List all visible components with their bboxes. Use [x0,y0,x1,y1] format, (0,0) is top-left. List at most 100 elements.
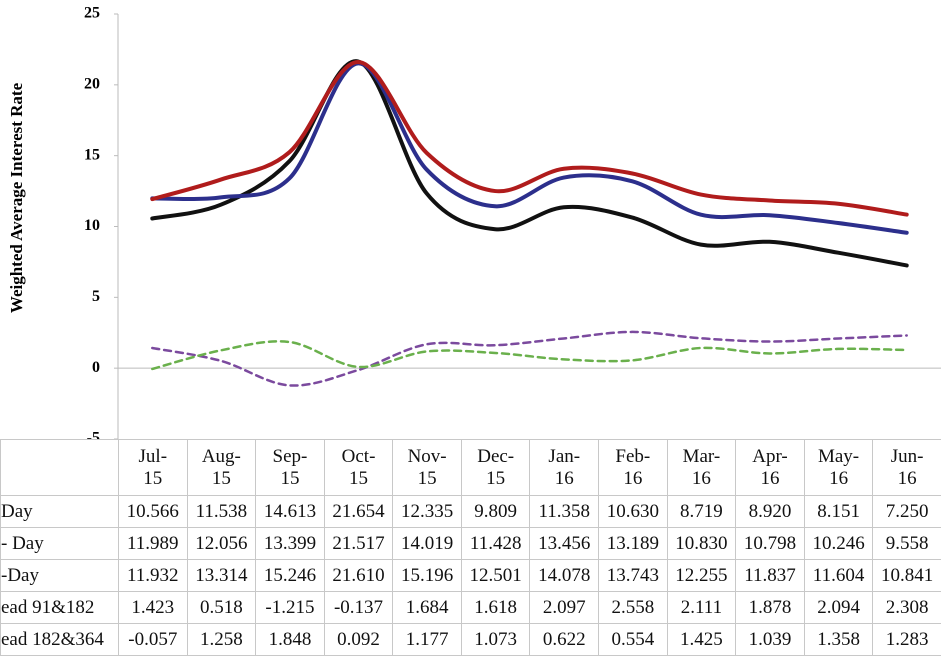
x-tick-label: Jul-15 [138,445,168,489]
value-cell: 0.092 [323,623,394,656]
x-tick-label: Aug-15 [201,445,241,489]
category-cell: Apr-16 [735,439,805,496]
x-tick-label: Sep-15 [272,445,308,489]
data-table: Jul-15 Aug-15 Sep-15 Oct-15 Nov-15 Dec-15 Jan-… [0,439,941,656]
x-tick-label: May-16 [817,445,860,489]
series-row: Day 10.566 11.538 14.613 21.654 12.335 9.809 11… [0,495,941,528]
x-tick-label: Mar-16 [682,445,721,489]
value-cell: 11.538 [186,495,257,528]
value-cell: 15.196 [392,559,462,592]
value-cell: 11.358 [529,495,600,528]
value-cell: -1.215 [255,591,325,624]
value-cell: 1.878 [735,591,805,624]
value-cell: 10.630 [598,495,668,528]
value-cell: 11.837 [735,559,805,592]
header-row: Jul-15 Aug-15 Sep-15 Oct-15 Nov-15 Dec-15 Jan-… [0,439,941,496]
series-line [151,340,908,371]
series-row: ead 182&364 -0.057 1.258 1.848 0.092 1.177 1.0… [0,623,941,656]
category-cell: Sep-15 [255,439,325,496]
value-cell: 1.423 [118,591,188,624]
y-tick-label: -5 [87,430,100,439]
series-line [150,59,909,268]
series-line [151,330,908,387]
value-cell: 1.073 [460,623,531,656]
series-line [150,61,909,235]
value-cell: 1.258 [186,623,257,656]
series-row: -Day 11.932 13.314 15.246 21.610 15.196 12.501… [0,559,941,592]
value-cell: 14.613 [255,495,325,528]
value-cell: 21.654 [323,495,394,528]
value-cell: 1.177 [392,623,462,656]
y-tick-label: 5 [92,288,100,305]
category-cell: Feb-16 [598,439,668,496]
category-cell: Mar-16 [666,439,737,496]
value-cell: 12.335 [392,495,462,528]
value-cell: 13.399 [255,527,325,560]
value-cell: 12.255 [666,559,737,592]
value-cell: -0.137 [323,591,394,624]
value-cell: 2.111 [666,591,737,624]
category-cell: Jan-16 [529,439,600,496]
value-cell: 11.604 [803,559,874,592]
value-cell: 13.456 [529,527,600,560]
y-tick-label: 0 [92,359,100,376]
value-cell: 1.039 [735,623,805,656]
y-tick-label: 25 [84,5,100,22]
value-cell: 10.830 [666,527,737,560]
value-cell: 1.848 [255,623,325,656]
legend-label: Day [0,495,119,528]
value-cell: 14.078 [529,559,600,592]
value-cell: 10.246 [803,527,874,560]
corner-cell [0,439,119,496]
x-tick-label: Nov-15 [407,445,447,489]
y-tick-label: 10 [84,217,100,234]
y-tick-label: 20 [84,76,100,93]
category-cell: Nov-15 [392,439,462,496]
category-cell: Jun-16 [872,439,941,496]
value-cell: 7.250 [872,495,941,528]
category-cell: Aug-15 [186,439,257,496]
value-cell: 12.056 [186,527,257,560]
category-cell: Dec-15 [460,439,531,496]
value-cell: 11.428 [460,527,531,560]
value-cell: 2.308 [872,591,941,624]
chart: Weighted Average Interest Rate -5 0 5 10 15 2… [7,5,941,439]
x-tick-label: Jun-16 [890,445,924,489]
value-cell: 8.920 [735,495,805,528]
legend-label: ead 91&182 [0,591,119,624]
category-cell: May-16 [803,439,874,496]
value-cell: 0.518 [186,591,257,624]
x-tick-label: Apr-16 [752,445,788,489]
value-cell: 10.798 [735,527,805,560]
x-tick-label: Oct-15 [341,445,376,489]
value-cell: 11.932 [118,559,188,592]
legend-label: -Day [0,559,119,592]
legend-label: ead 182&364 [0,623,119,656]
series-line [150,60,909,217]
value-cell: 0.622 [529,623,600,656]
value-cell: 2.558 [598,591,668,624]
category-cell: Jul-15 [118,439,188,496]
value-cell: 1.618 [460,591,531,624]
value-cell: 8.151 [803,495,874,528]
value-cell: -0.057 [118,623,188,656]
value-cell: 9.809 [460,495,531,528]
value-cell: 2.094 [803,591,874,624]
value-cell: 8.719 [666,495,737,528]
value-cell: 1.684 [392,591,462,624]
x-tick-label: Jan-16 [548,445,581,489]
x-tick-label: Dec-15 [477,445,515,489]
value-cell: 1.283 [872,623,941,656]
value-cell: 15.246 [255,559,325,592]
y-axis-title: Weighted Average Interest Rate [7,82,26,313]
value-cell: 21.517 [323,527,394,560]
value-cell: 10.841 [872,559,941,592]
value-cell: 10.566 [118,495,188,528]
value-cell: 12.501 [460,559,531,592]
value-cell: 13.314 [186,559,257,592]
x-tick-label: Feb-16 [615,445,651,489]
value-cell: 2.097 [529,591,600,624]
value-cell: 11.989 [118,527,188,560]
value-cell: 9.558 [872,527,941,560]
